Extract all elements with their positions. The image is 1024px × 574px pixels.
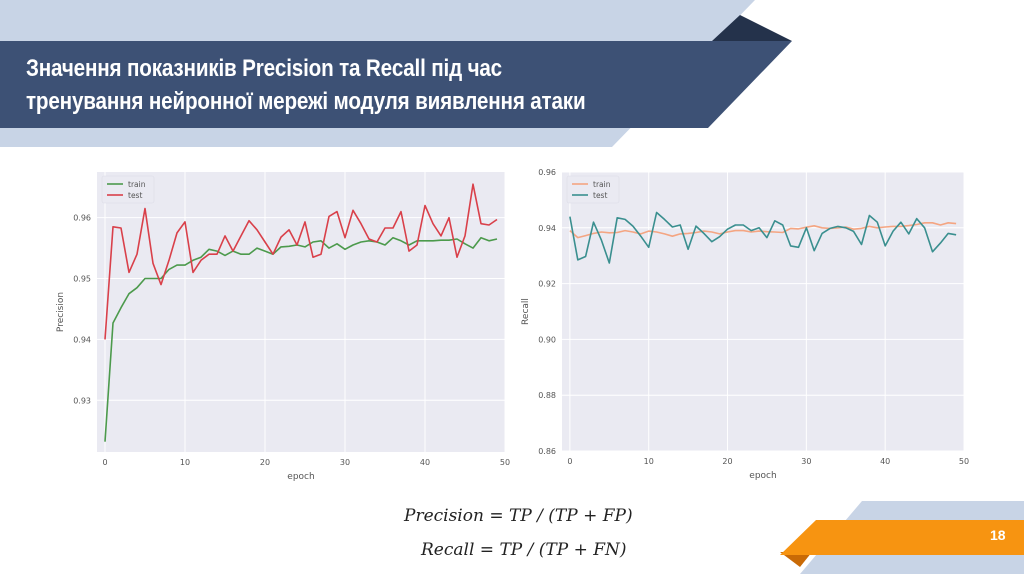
slide-title-line-1: Значення показників Precision та Recall … [26,55,502,82]
legend-label-test: test [128,191,142,200]
recall-chart: 0 10 20 30 40 50 0.86 0.88 0.90 0.92 0.94 0.96 epoch… [512,160,972,490]
y-tick-label: 0.90 [538,335,556,344]
y-tick-label: 0.92 [538,280,556,289]
y-axis-label: Precision [56,292,66,332]
precision-chart-svg: 0 10 20 30 40 50 0.93 0.94 0.95 0.96 epoch Precisio… [56,172,510,482]
x-tick-label: 40 [420,458,430,467]
precision-chart: 0 10 20 30 40 50 0.93 0.94 0.95 0.96 epoch Precisio… [50,160,515,490]
page-number: 18 [990,527,1006,543]
series-line-train [104,236,498,442]
legend-label-train: train [128,180,146,189]
x-tick-label: 0 [567,457,572,466]
footer-orange-band [780,520,1024,555]
slide-title: Значення показників Precision та Recall … [26,52,611,118]
y-axis-label: Recall [521,298,531,325]
plot-area [562,172,964,451]
x-tick-label: 50 [959,457,969,466]
recall-chart-svg: 0 10 20 30 40 50 0.86 0.88 0.90 0.92 0.94 0.96 epoch… [521,168,969,481]
precision-formula: Precision = TP / (TP + FP) [404,506,633,526]
y-tick-label: 0.88 [538,391,556,400]
legend-label-test: test [593,191,607,200]
x-axis-label: epoch [749,471,776,481]
x-tick-label: 20 [722,457,732,466]
y-tick-label: 0.96 [73,214,91,223]
x-tick-label: 30 [801,457,811,466]
series-line-train [569,221,957,239]
header-dark-triangle [712,15,792,41]
recall-formula: Recall = TP / (TP + FN) [421,540,627,560]
x-axis-label: epoch [287,472,314,482]
legend-label-train: train [593,180,611,189]
y-tick-label: 0.94 [538,224,556,233]
y-tick-label: 0.94 [73,335,91,344]
legend: train test [101,175,155,204]
x-tick-label: 10 [644,457,654,466]
y-tick-label: 0.96 [538,168,556,177]
x-tick-label: 10 [180,458,190,467]
x-tick-label: 0 [102,458,107,467]
slide-title-line-2: тренування нейронної мережі модуля виявл… [26,88,586,115]
y-tick-label: 0.86 [538,447,556,456]
y-tick-label: 0.95 [73,275,91,284]
series-line-test [569,211,957,264]
plot-area [97,172,505,452]
x-tick-label: 50 [500,458,510,467]
x-tick-label: 40 [880,457,890,466]
header-dark-band [0,41,792,128]
legend: train test [566,175,620,204]
footer-orange-shadow [780,552,812,567]
x-tick-label: 30 [340,458,350,467]
x-tick-label: 20 [260,458,270,467]
series-line-test [104,183,498,340]
y-tick-label: 0.93 [73,396,91,405]
